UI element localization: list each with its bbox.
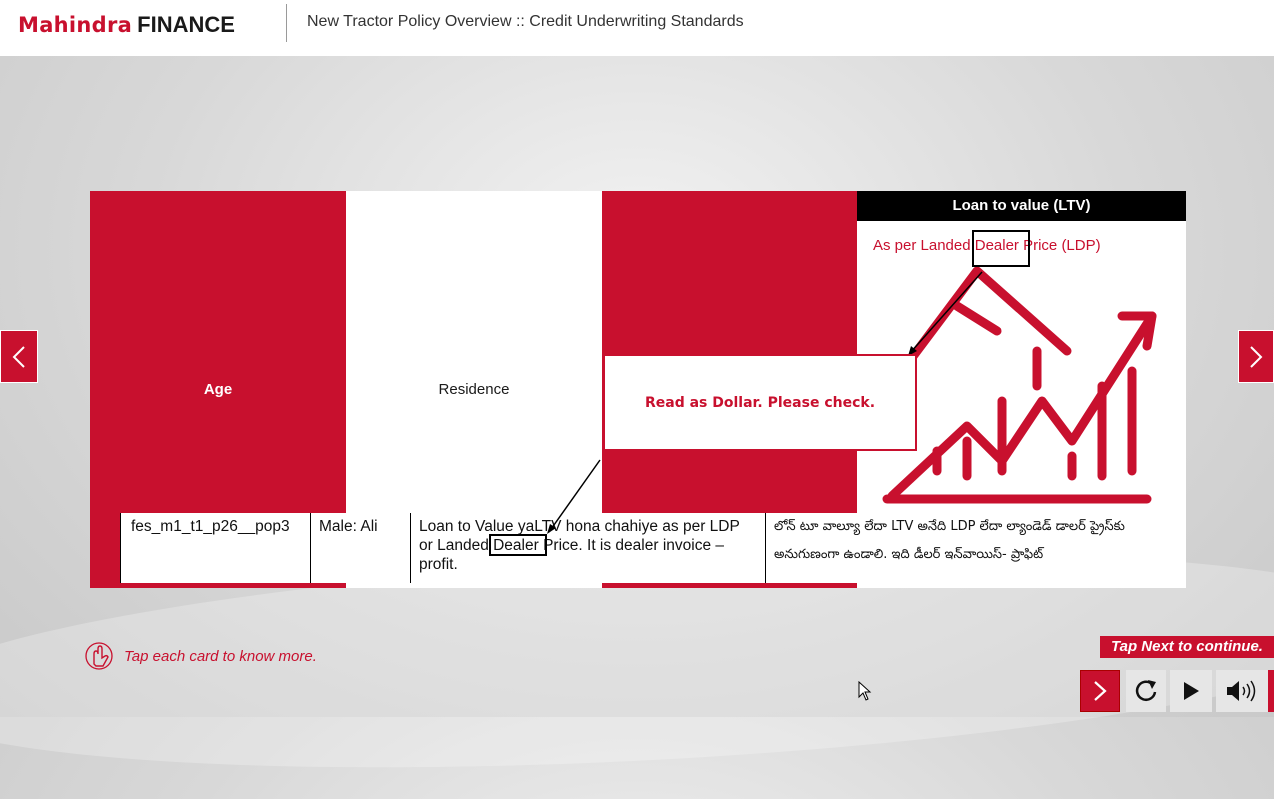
house-growth-icon [882, 266, 1157, 504]
control-edge [1268, 670, 1274, 712]
subtitle-review-row: fes_m1_t1_p26__pop3 Male: Ali Loan to Va… [120, 513, 1134, 583]
card-age-label: Age [203, 381, 233, 398]
ltv-title: Loan to value (LTV) [857, 191, 1186, 221]
chevron-right-icon [1094, 681, 1107, 701]
header-divider [286, 4, 287, 42]
segment-id: fes_m1_t1_p26__pop3 [120, 513, 310, 583]
course-title: New Tractor Policy Overview :: Credit Un… [307, 13, 744, 30]
highlight-dealer-ltv [972, 230, 1030, 267]
tap-next-banner: Tap Next to continue. [1100, 636, 1274, 658]
review-comment-text: Read as Dollar. Please check. [644, 394, 876, 411]
volume-icon [1227, 680, 1256, 702]
hint-row: Tap each card to know more. [84, 640, 317, 672]
mouse-cursor-icon [858, 681, 872, 701]
segment-translation-text: లోన్ టూ వాల్యూ లేదా LTV అనేది LDP లేదా ల… [765, 513, 1134, 583]
header-bar: Mahindra FINANCE New Tractor Policy Over… [0, 0, 1274, 56]
chevron-left-icon [12, 345, 25, 368]
next-slide-button[interactable] [1238, 330, 1274, 383]
play-button[interactable] [1170, 670, 1212, 712]
replay-button[interactable] [1126, 670, 1166, 712]
prev-slide-button[interactable] [0, 330, 38, 383]
logo-brand: Mahindra [18, 13, 133, 37]
logo-sub: FINANCE [137, 12, 235, 37]
tap-hand-icon [85, 642, 113, 670]
chevron-right-icon [1250, 345, 1263, 368]
volume-button[interactable] [1216, 670, 1268, 712]
ltv-text: As per Landed Dealer Price (LDP) [873, 237, 1101, 254]
card-residence-label: Residence [438, 381, 510, 398]
mahindra-finance-logo: Mahindra FINANCE [18, 12, 235, 42]
segment-speaker: Male: Ali [310, 513, 410, 583]
segment-source-text: Loan to Value yaLTV hona chahiye as per … [410, 513, 765, 583]
replay-icon [1135, 680, 1157, 701]
hint-text: Tap each card to know more. [124, 647, 317, 665]
highlight-dealer-row [489, 534, 547, 556]
play-icon [1184, 682, 1199, 700]
review-comment-box: Read as Dollar. Please check. [603, 354, 917, 451]
next-button[interactable] [1080, 670, 1120, 712]
